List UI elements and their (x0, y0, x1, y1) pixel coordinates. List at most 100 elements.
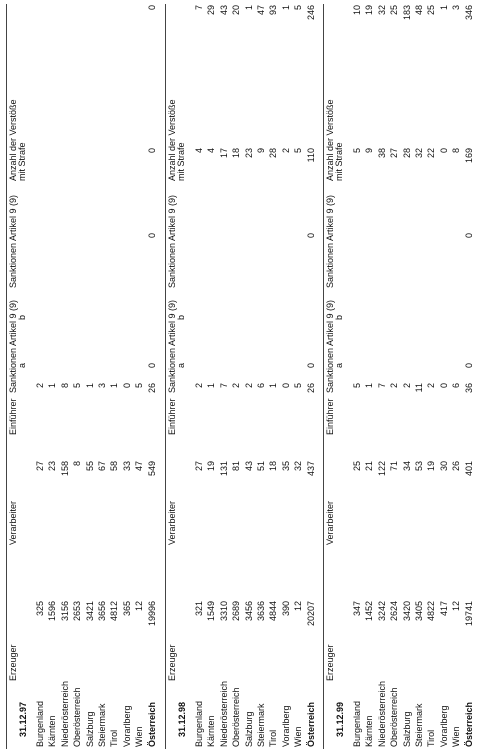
row-label: Tirol (109, 729, 120, 747)
cell-value: 0 (463, 363, 474, 369)
column-header: mit Strafe (334, 142, 344, 181)
cell-value: 5 (134, 383, 145, 389)
cell-value: 6 (451, 383, 462, 389)
block-date: 31.12.99 (335, 701, 345, 737)
cell-value: 32 (376, 5, 387, 16)
cell-value: 47 (256, 5, 266, 16)
column-header: Sanktionen Artikel 9 (9) (8, 299, 18, 393)
column-header: Erzeuger (325, 644, 335, 681)
cell-value: 4844 (268, 601, 279, 622)
cell-value: 0 (305, 233, 316, 239)
cell-value: 7 (194, 5, 204, 11)
cell-value: 19 (206, 461, 217, 472)
cell-value: 1 (206, 383, 217, 389)
cell-value: 3421 (84, 601, 95, 622)
cell-value: 8 (72, 461, 83, 467)
cell-value: 0 (438, 148, 449, 154)
column-header: a (17, 362, 27, 368)
column-header: Verarbeiter (167, 500, 177, 545)
cell-value: 38 (376, 148, 387, 159)
cell-value: 110 (305, 148, 316, 163)
cell-value: 3242 (376, 601, 387, 622)
row-label: Kärnten (364, 715, 375, 747)
cell-value: 169 (463, 148, 474, 164)
cell-value: 25 (389, 5, 400, 16)
cell-value: 43 (218, 5, 229, 16)
cell-value: 53 (414, 461, 424, 472)
cell-value: 1549 (206, 601, 217, 622)
row-label: Burgenland (352, 700, 362, 747)
cell-value: 19996 (146, 601, 157, 627)
cell-value: 1 (280, 5, 291, 11)
cell-value: 4822 (426, 601, 437, 622)
cell-value: 0 (305, 363, 316, 369)
column-header: Verarbeiter (8, 500, 18, 545)
cell-value: 325 (35, 601, 45, 617)
cell-value: 2 (401, 383, 412, 389)
cell-value: 58 (109, 461, 120, 472)
cell-value: 26 (305, 383, 316, 394)
row-label: Vorarlberg (438, 705, 449, 747)
cell-value: 5 (72, 383, 83, 389)
column-header: a (334, 362, 344, 368)
cell-value: 20 (231, 5, 242, 16)
cell-value: 2 (35, 383, 45, 389)
cell-value: 19741 (463, 601, 474, 627)
cell-value: 71 (389, 461, 400, 472)
row-label: Kärnten (206, 715, 217, 747)
cell-value: 1 (109, 383, 120, 389)
cell-value: 20207 (305, 601, 316, 627)
cell-value: 23 (47, 461, 58, 472)
column-header: b (176, 314, 186, 320)
cell-value: 25 (426, 5, 437, 16)
column-header: Sanktionen Artikel 9 (9) (167, 194, 177, 288)
column-header: Erzeuger (8, 644, 18, 681)
row-label: Wien (293, 726, 304, 747)
block-rule (165, 4, 166, 749)
cell-value: 32 (414, 148, 424, 159)
cell-value: 0 (438, 383, 449, 389)
cell-value: 32 (293, 461, 304, 472)
cell-value: 122 (376, 461, 387, 477)
column-header: Sanktionen Artikel 9 (9) (8, 194, 18, 288)
row-label: Niederösterreich (218, 680, 229, 747)
cell-value: 29 (206, 5, 217, 16)
cell-value: 11 (414, 383, 424, 393)
block-rule (6, 4, 7, 749)
column-header: Einführer (325, 398, 335, 435)
block-date: 31.12.98 (177, 701, 187, 737)
cell-value: 131 (218, 461, 229, 477)
cell-value: 401 (463, 461, 474, 477)
cell-value: 5 (293, 5, 304, 11)
cell-value: 390 (280, 601, 291, 617)
cell-value: 35 (280, 461, 291, 472)
cell-value: 4812 (109, 601, 120, 622)
column-header: Verarbeiter (325, 500, 335, 545)
cell-value: 5 (293, 383, 304, 389)
cell-value: 7 (376, 383, 387, 389)
cell-value: 4 (206, 148, 217, 154)
row-label: Wien (134, 726, 145, 747)
cell-value: 0 (280, 383, 291, 389)
cell-value: 34 (401, 461, 412, 472)
cell-value: 3156 (59, 601, 70, 622)
cell-value: 2653 (72, 601, 83, 622)
column-header: mit Strafe (17, 142, 27, 181)
cell-value: 9 (256, 148, 266, 154)
cell-value: 3 (451, 5, 462, 11)
cell-value: 0 (146, 148, 157, 154)
row-label: Steiermark (256, 703, 266, 747)
cell-value: 347 (352, 601, 362, 617)
cell-value: 8 (59, 383, 70, 389)
cell-value: 27 (35, 461, 45, 472)
cell-value: 5 (293, 148, 304, 154)
column-header: Sanktionen Artikel 9 (9) (325, 299, 335, 393)
row-label: Oberösterreich (231, 687, 242, 747)
cell-value: 9 (364, 148, 375, 154)
cell-value: 6 (256, 383, 266, 389)
cell-value: 19 (426, 461, 437, 472)
cell-value: 1 (84, 383, 95, 389)
cell-value: 2 (231, 383, 242, 389)
row-label: Oberösterreich (389, 687, 400, 747)
row-label: Salzburg (243, 711, 254, 747)
